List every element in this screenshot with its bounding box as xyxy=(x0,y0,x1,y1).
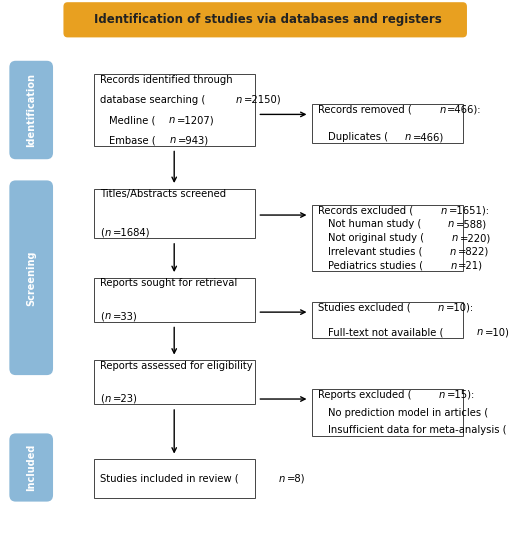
Text: =588): =588) xyxy=(456,219,487,229)
Text: =21): =21) xyxy=(459,261,484,271)
Text: =2150): =2150) xyxy=(244,95,281,105)
Text: database searching (: database searching ( xyxy=(100,95,205,105)
Text: Titles/Abstracts screened: Titles/Abstracts screened xyxy=(100,189,226,199)
Text: n: n xyxy=(438,302,444,313)
Text: (: ( xyxy=(100,311,103,321)
Text: Reports assessed for eligibility: Reports assessed for eligibility xyxy=(100,361,253,371)
Text: Included: Included xyxy=(26,444,36,491)
Text: =943): =943) xyxy=(178,135,209,145)
Text: =1207): =1207) xyxy=(177,115,215,125)
Text: =10): =10) xyxy=(485,327,510,338)
Text: =8): =8) xyxy=(287,474,305,483)
Text: n: n xyxy=(448,219,454,229)
Text: Not human study (: Not human study ( xyxy=(328,219,421,229)
FancyBboxPatch shape xyxy=(94,74,255,146)
Text: n: n xyxy=(105,394,111,404)
Text: =220): =220) xyxy=(460,233,491,243)
Text: Identification: Identification xyxy=(26,73,36,147)
Text: Studies included in review (: Studies included in review ( xyxy=(100,474,239,483)
Text: Studies excluded (: Studies excluded ( xyxy=(318,302,411,313)
Text: Records identified through: Records identified through xyxy=(100,75,232,85)
Text: n: n xyxy=(279,474,285,483)
Text: Embase (: Embase ( xyxy=(109,135,156,145)
Text: n: n xyxy=(451,233,458,243)
Text: Records removed (: Records removed ( xyxy=(318,105,412,115)
FancyBboxPatch shape xyxy=(94,278,255,322)
Text: =23): =23) xyxy=(113,394,138,404)
Text: Medline (: Medline ( xyxy=(109,115,155,125)
FancyBboxPatch shape xyxy=(9,433,53,502)
FancyBboxPatch shape xyxy=(9,61,53,160)
FancyBboxPatch shape xyxy=(9,180,53,375)
Text: n: n xyxy=(449,247,456,257)
Text: n: n xyxy=(170,135,176,145)
Text: (: ( xyxy=(100,394,103,404)
Text: n: n xyxy=(476,327,483,338)
Text: Reports excluded (: Reports excluded ( xyxy=(318,389,412,400)
Text: =33): =33) xyxy=(113,311,138,321)
FancyBboxPatch shape xyxy=(312,389,463,436)
Text: n: n xyxy=(169,115,175,125)
Text: Pediatrics studies (: Pediatrics studies ( xyxy=(328,261,423,271)
Text: Not original study (: Not original study ( xyxy=(328,233,424,243)
Text: Irrelevant studies (: Irrelevant studies ( xyxy=(328,247,422,257)
Text: Reports sought for retrieval: Reports sought for retrieval xyxy=(100,278,237,288)
Text: n: n xyxy=(236,95,242,105)
Text: Insufficient data for meta-analysis (: Insufficient data for meta-analysis ( xyxy=(328,425,506,436)
Text: n: n xyxy=(439,389,445,400)
Text: =822): =822) xyxy=(458,247,489,257)
Text: Full-text not available (: Full-text not available ( xyxy=(328,327,443,338)
Text: n: n xyxy=(439,105,446,115)
Text: Identification of studies via databases and registers: Identification of studies via databases … xyxy=(94,13,441,26)
Text: No prediction model in articles (: No prediction model in articles ( xyxy=(328,408,488,417)
Text: =466):: =466): xyxy=(447,105,482,115)
Text: =1684): =1684) xyxy=(113,228,151,238)
FancyBboxPatch shape xyxy=(94,360,255,404)
Text: n: n xyxy=(405,133,411,142)
Text: Records excluded (: Records excluded ( xyxy=(318,206,413,216)
Text: =15):: =15): xyxy=(447,389,475,400)
Text: n: n xyxy=(441,206,447,216)
FancyBboxPatch shape xyxy=(94,459,255,498)
Text: =1651):: =1651): xyxy=(449,206,490,216)
FancyBboxPatch shape xyxy=(312,205,463,271)
Text: n: n xyxy=(105,228,111,238)
Text: Screening: Screening xyxy=(26,250,36,305)
FancyBboxPatch shape xyxy=(94,189,255,238)
Text: (: ( xyxy=(100,228,103,238)
Text: =10):: =10): xyxy=(446,302,474,313)
FancyBboxPatch shape xyxy=(312,302,463,338)
Text: =466): =466) xyxy=(413,133,445,142)
FancyBboxPatch shape xyxy=(312,104,463,143)
Text: n: n xyxy=(105,311,111,321)
Text: Duplicates (: Duplicates ( xyxy=(328,133,387,142)
Text: n: n xyxy=(450,261,457,271)
FancyBboxPatch shape xyxy=(63,2,467,37)
